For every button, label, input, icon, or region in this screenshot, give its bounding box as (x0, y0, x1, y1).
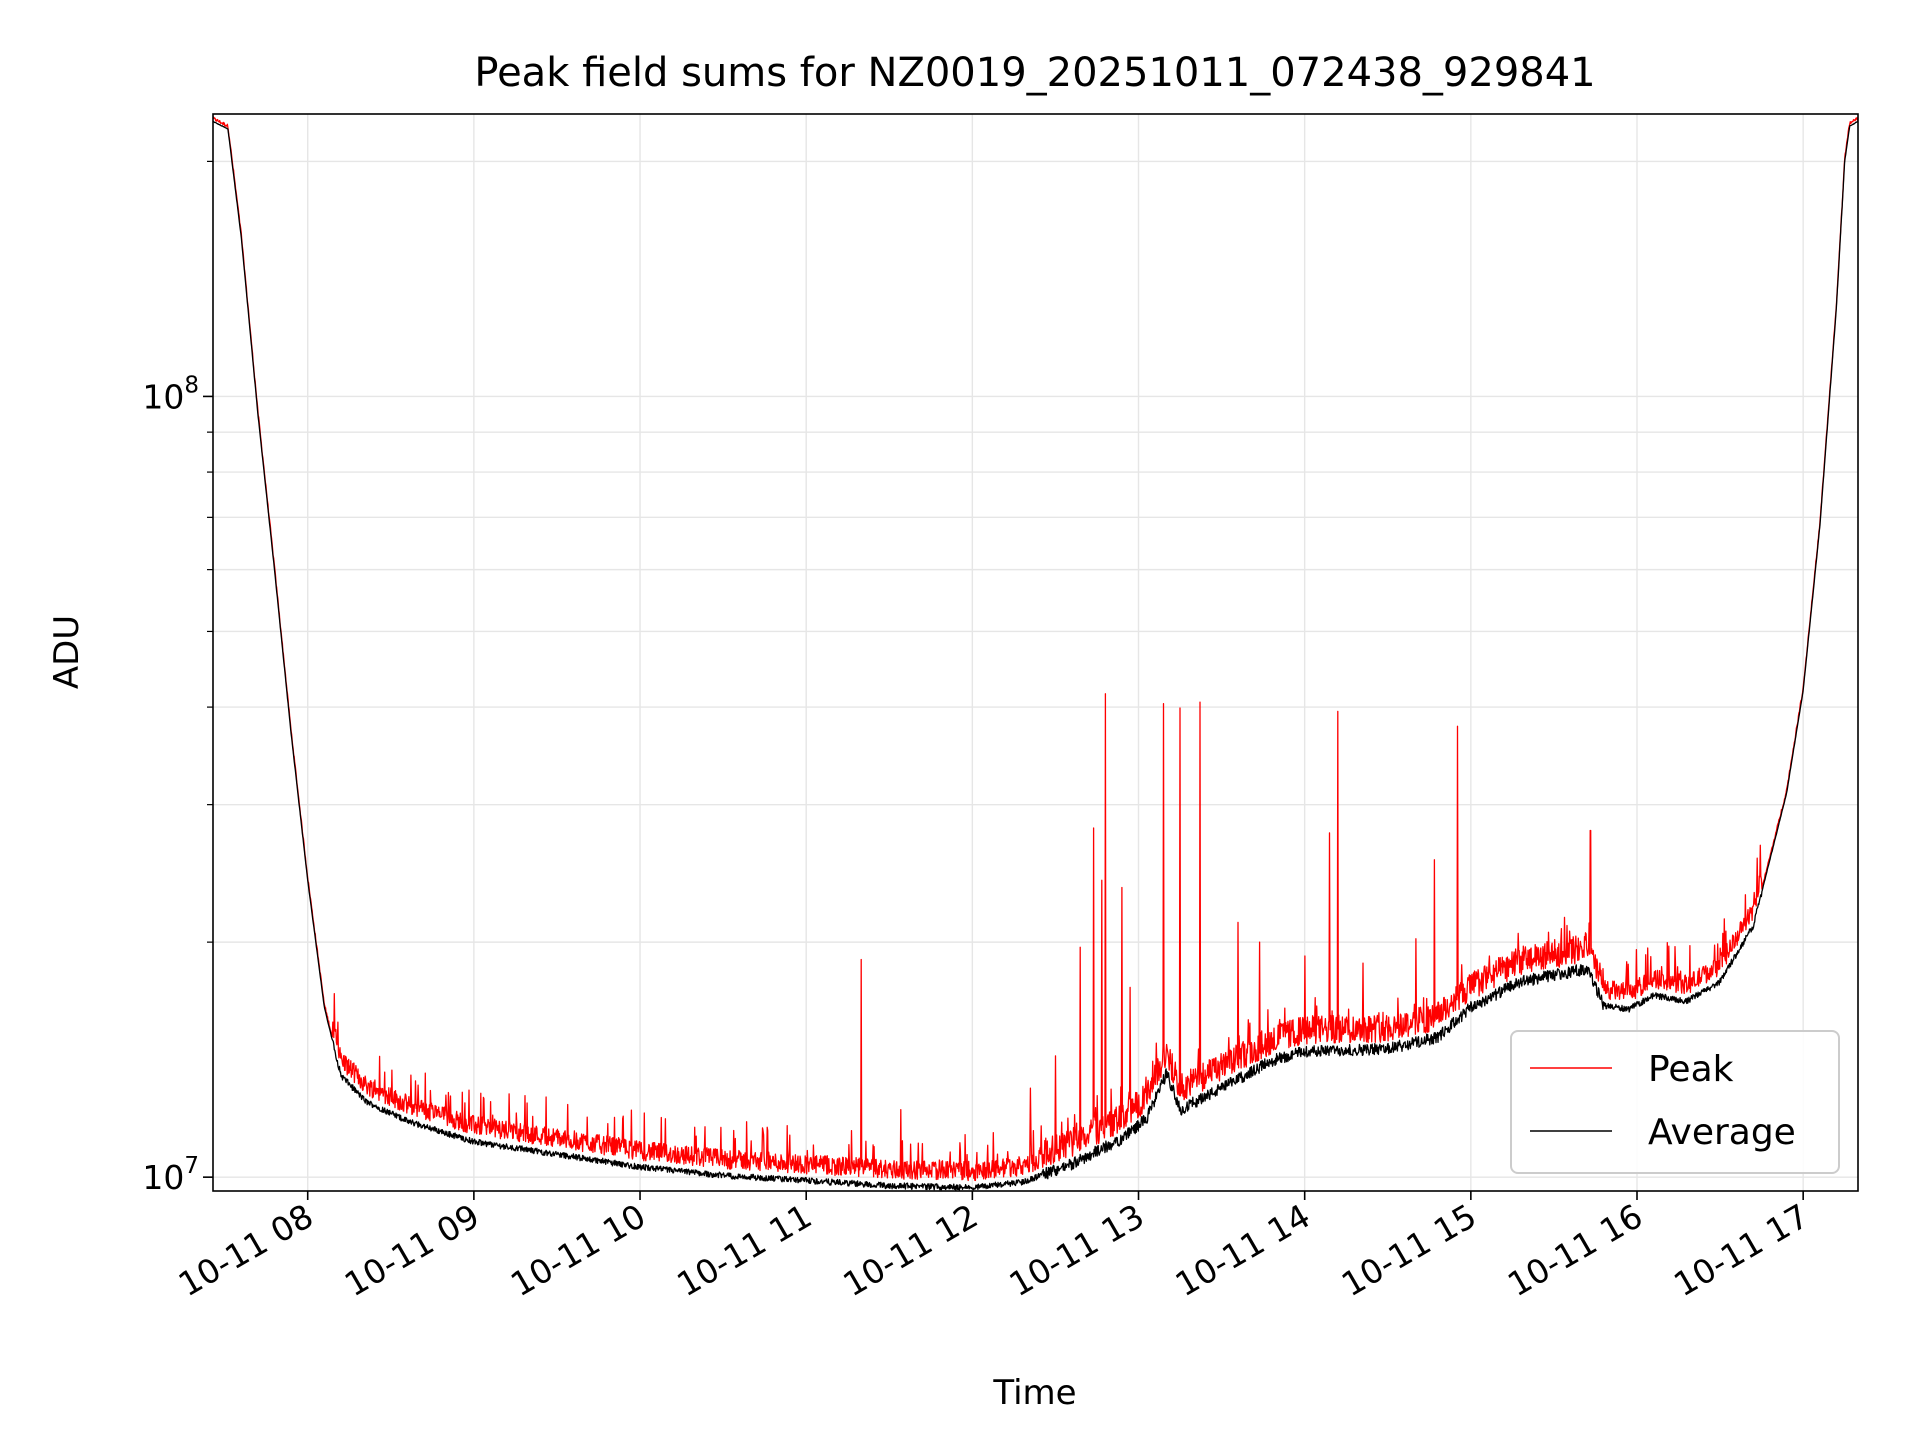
y-tick-exponent: 7 (184, 1153, 199, 1179)
y-tick-label: 107 (142, 1153, 199, 1197)
chart-title: Peak field sums for NZ0019_20251011_0724… (474, 50, 1595, 96)
y-tick-base: 10 (142, 1158, 184, 1197)
legend: Peak Average (1510, 1030, 1840, 1174)
plot-series (213, 116, 1858, 1191)
x-axis-label: Time (992, 1373, 1076, 1413)
y-axis-label: ADU (47, 615, 87, 689)
plot-frame (212, 113, 1859, 1192)
average-series-line (213, 120, 1858, 1191)
peak-series-line (213, 116, 1858, 1182)
legend-average-label: Average (1648, 1112, 1796, 1153)
legend-peak-label: Peak (1648, 1049, 1734, 1090)
legend-box (1510, 1030, 1840, 1174)
y-tick-label: 108 (142, 372, 199, 416)
y-tick-base: 10 (142, 377, 184, 416)
y-tick-exponent: 8 (184, 372, 199, 398)
